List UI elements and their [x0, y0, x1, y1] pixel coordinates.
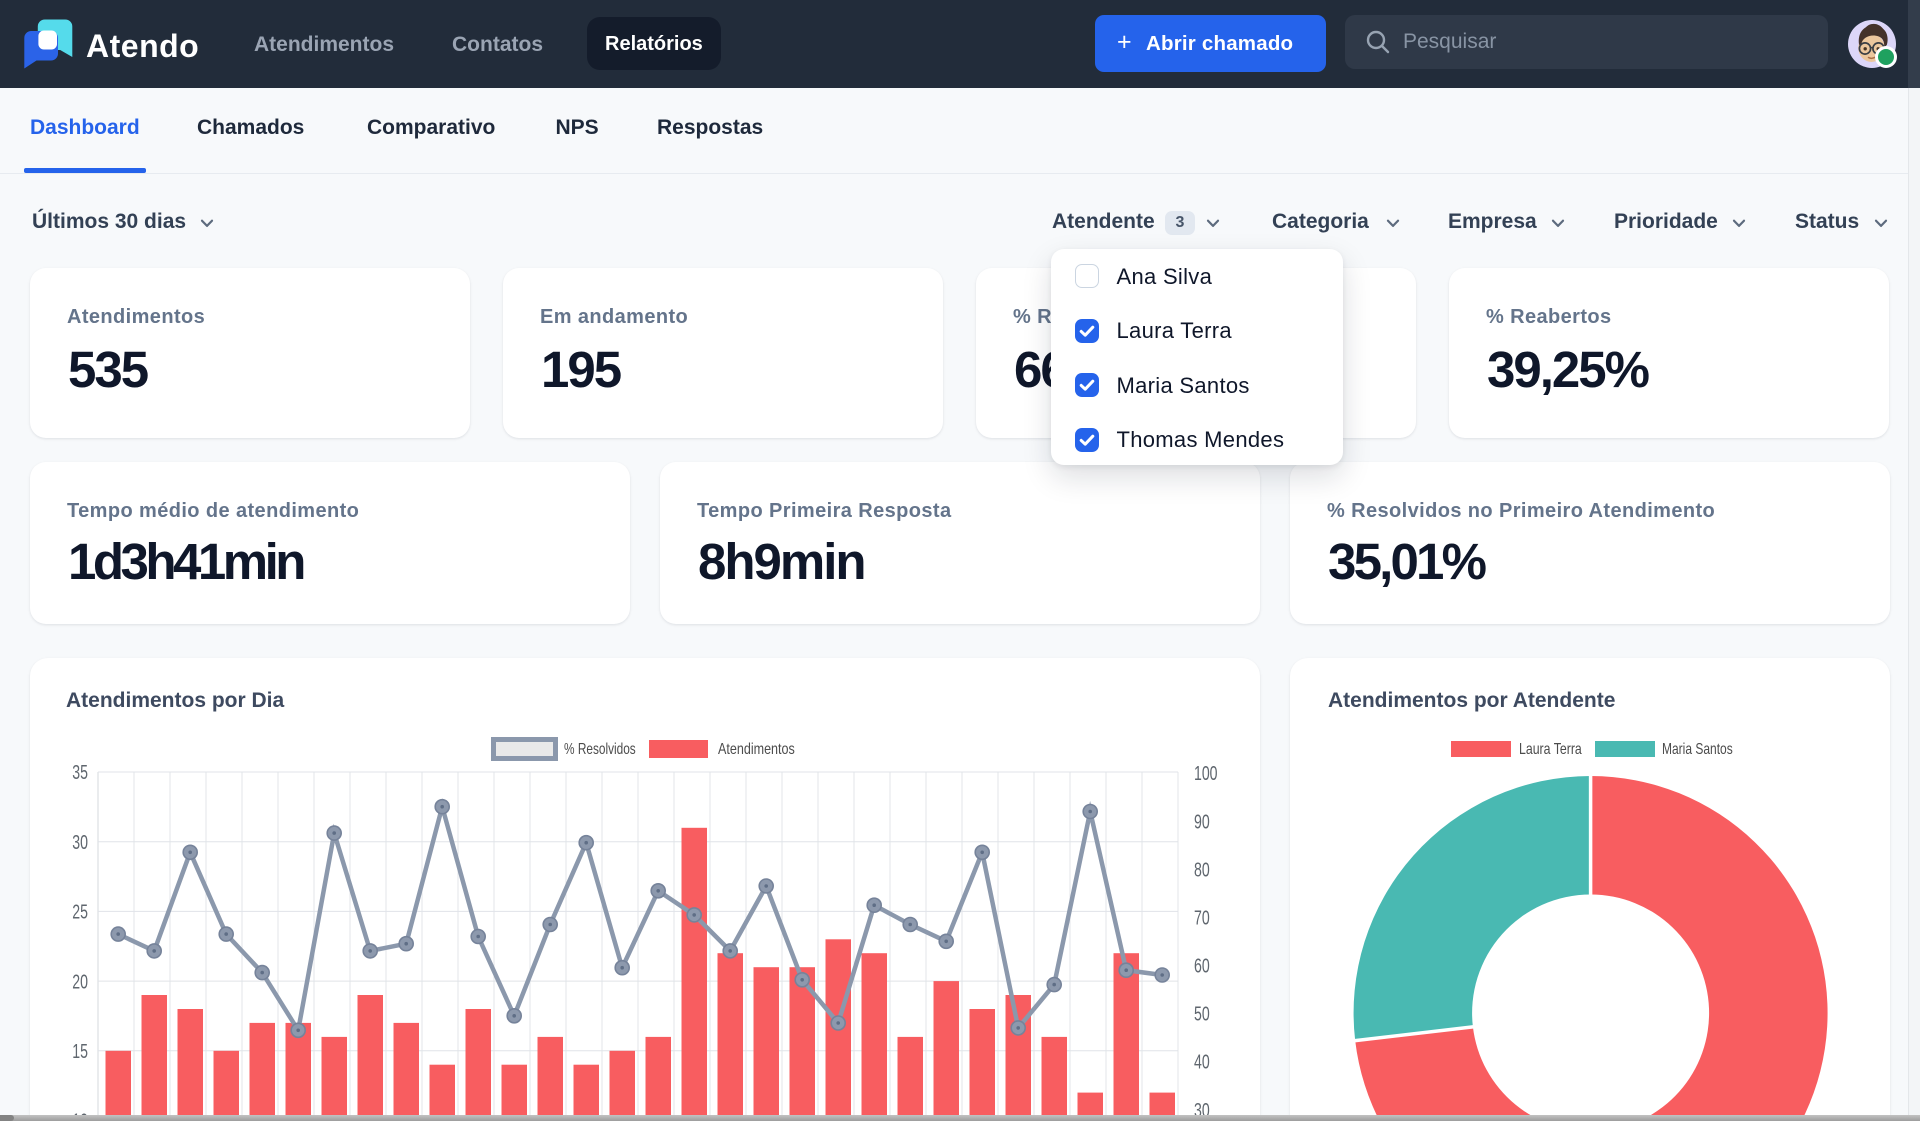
svg-text:80: 80: [1194, 859, 1210, 881]
svg-text:50: 50: [1194, 1004, 1210, 1026]
svg-text:20: 20: [72, 971, 88, 993]
svg-text:70: 70: [1194, 908, 1210, 930]
svg-text:40: 40: [1194, 1052, 1210, 1074]
svg-text:60: 60: [1194, 956, 1210, 978]
svg-text:30: 30: [72, 832, 88, 854]
svg-text:100: 100: [1194, 763, 1218, 785]
svg-text:15: 15: [72, 1041, 88, 1063]
svg-text:35: 35: [72, 762, 88, 784]
svg-text:90: 90: [1194, 811, 1210, 833]
svg-text:25: 25: [72, 902, 88, 924]
